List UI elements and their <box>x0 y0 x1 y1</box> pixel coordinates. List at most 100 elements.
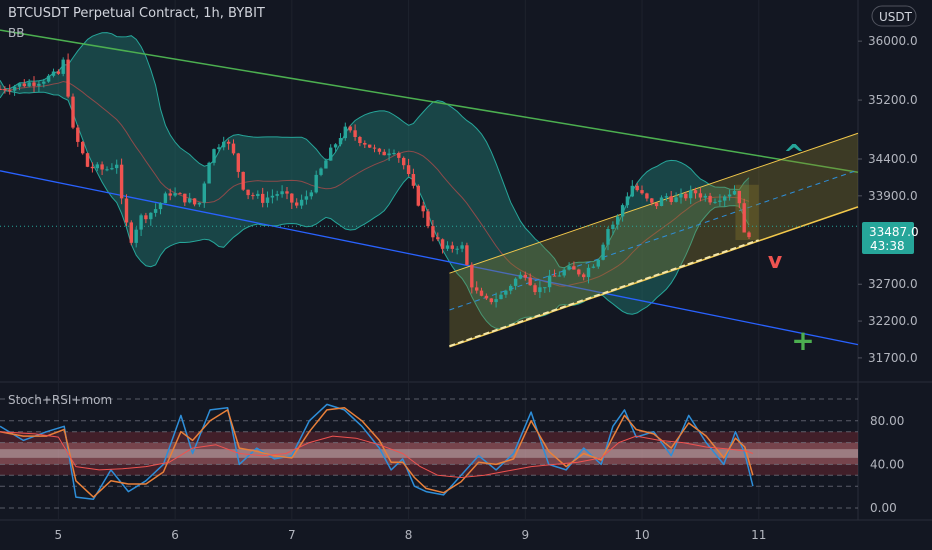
candle-54 <box>261 187 265 208</box>
candle-93 <box>450 241 454 253</box>
price-axis[interactable]: 36000.0 35200.0 34400.0 33900.0 32700.0 32200… <box>858 34 918 515</box>
candle-body-22 <box>105 169 109 171</box>
candle-131 <box>635 183 639 192</box>
candle-150 <box>727 189 732 201</box>
candle-92 <box>445 241 450 251</box>
candle-45 <box>217 144 221 152</box>
candle-40 <box>192 198 197 207</box>
candle-6 <box>27 79 31 88</box>
candle-56 <box>270 189 275 204</box>
candle-body-154 <box>747 232 751 238</box>
candle-30 <box>144 212 148 224</box>
candle-9 <box>42 78 46 88</box>
candle-49 <box>236 152 240 178</box>
candle-87 <box>421 201 425 218</box>
candle-body-107 <box>518 274 523 279</box>
candle-16 <box>76 124 80 147</box>
candle-body-88 <box>426 211 430 227</box>
candle-119 <box>577 268 581 277</box>
candle-120 <box>582 272 586 281</box>
candle-80 <box>387 148 391 161</box>
green-trendline <box>0 29 859 174</box>
channel-bottom <box>449 206 859 348</box>
candle-26 <box>124 194 129 227</box>
currency-button[interactable]: USDT <box>871 5 917 27</box>
candle-body-45 <box>217 147 221 150</box>
candle-body-6 <box>27 82 31 87</box>
time-tick-label-0: 5 <box>55 528 63 542</box>
candle-86 <box>416 184 420 207</box>
candle-body-83 <box>402 157 406 166</box>
candle-106 <box>513 277 518 290</box>
candle-body-37 <box>178 193 182 195</box>
candle-body-74 <box>358 137 362 143</box>
candle-body-151 <box>732 190 737 195</box>
candle-body-48 <box>231 143 236 154</box>
candle-65 <box>314 170 318 194</box>
candle-42 <box>202 181 206 208</box>
candle-125 <box>606 226 610 251</box>
candle-body-81 <box>392 153 396 154</box>
candle-44 <box>212 148 216 166</box>
candle-58 <box>280 185 284 198</box>
candle-body-40 <box>192 198 197 205</box>
candle-15 <box>71 93 75 130</box>
candle-112 <box>543 287 547 293</box>
candle-117 <box>567 262 571 271</box>
candle-88 <box>426 209 430 229</box>
time-axis[interactable]: 5 6 7 8 9 10 11 <box>55 528 767 542</box>
candle-body-152 <box>737 190 741 204</box>
candle-35 <box>168 188 172 201</box>
candle-127 <box>616 214 620 230</box>
candle-101 <box>489 298 493 305</box>
price-tick-label-4: 32700.0 <box>868 277 918 291</box>
candle-95 <box>460 241 464 253</box>
price-tick-label-2: 34400.0 <box>868 152 918 166</box>
candle-71 <box>343 122 347 141</box>
candle-body-68 <box>329 147 333 161</box>
currency-button-label[interactable]: USDT <box>879 10 913 24</box>
candle-body-55 <box>265 197 270 203</box>
time-tick-label-6: 11 <box>751 528 766 542</box>
candle-body-13 <box>61 59 65 74</box>
candle-body-128 <box>620 205 625 217</box>
candle-body-92 <box>445 245 450 249</box>
candle-103 <box>499 291 503 300</box>
candle-body-148 <box>718 200 722 202</box>
osc-series-2 <box>0 431 754 478</box>
time-tick-label-2: 7 <box>288 528 296 542</box>
candle-body-38 <box>183 193 187 203</box>
candle-body-56 <box>270 195 275 198</box>
candle-110 <box>533 283 537 295</box>
candle-79 <box>382 149 386 156</box>
candle-body-90 <box>436 237 440 240</box>
candle-body-17 <box>81 141 85 154</box>
candle-body-0 <box>0 89 2 90</box>
candle-64 <box>309 190 313 200</box>
candle-body-5 <box>22 83 26 87</box>
candle-body-119 <box>577 269 581 275</box>
candle-body-51 <box>246 189 250 196</box>
candle-body-122 <box>591 266 596 268</box>
candle-67 <box>324 158 328 169</box>
candle-17 <box>81 141 85 155</box>
candle-91 <box>440 238 445 254</box>
candle-70 <box>338 133 343 147</box>
time-tick-label-4: 9 <box>521 528 529 542</box>
candle-body-44 <box>212 149 216 163</box>
signal-markers: ^ v + <box>768 140 815 357</box>
oscillator-pane <box>0 398 858 509</box>
candle-body-20 <box>95 164 99 169</box>
candle-62 <box>299 194 304 209</box>
candle-108 <box>523 271 527 281</box>
candle-63 <box>304 190 309 205</box>
candle-body-111 <box>538 287 542 293</box>
candle-144 <box>698 188 703 202</box>
candle-body-4 <box>17 83 22 87</box>
candle-114 <box>552 269 557 277</box>
candle-107 <box>518 271 523 280</box>
bb-basis <box>0 80 750 287</box>
candle-body-16 <box>76 127 80 142</box>
candle-body-110 <box>533 285 537 293</box>
